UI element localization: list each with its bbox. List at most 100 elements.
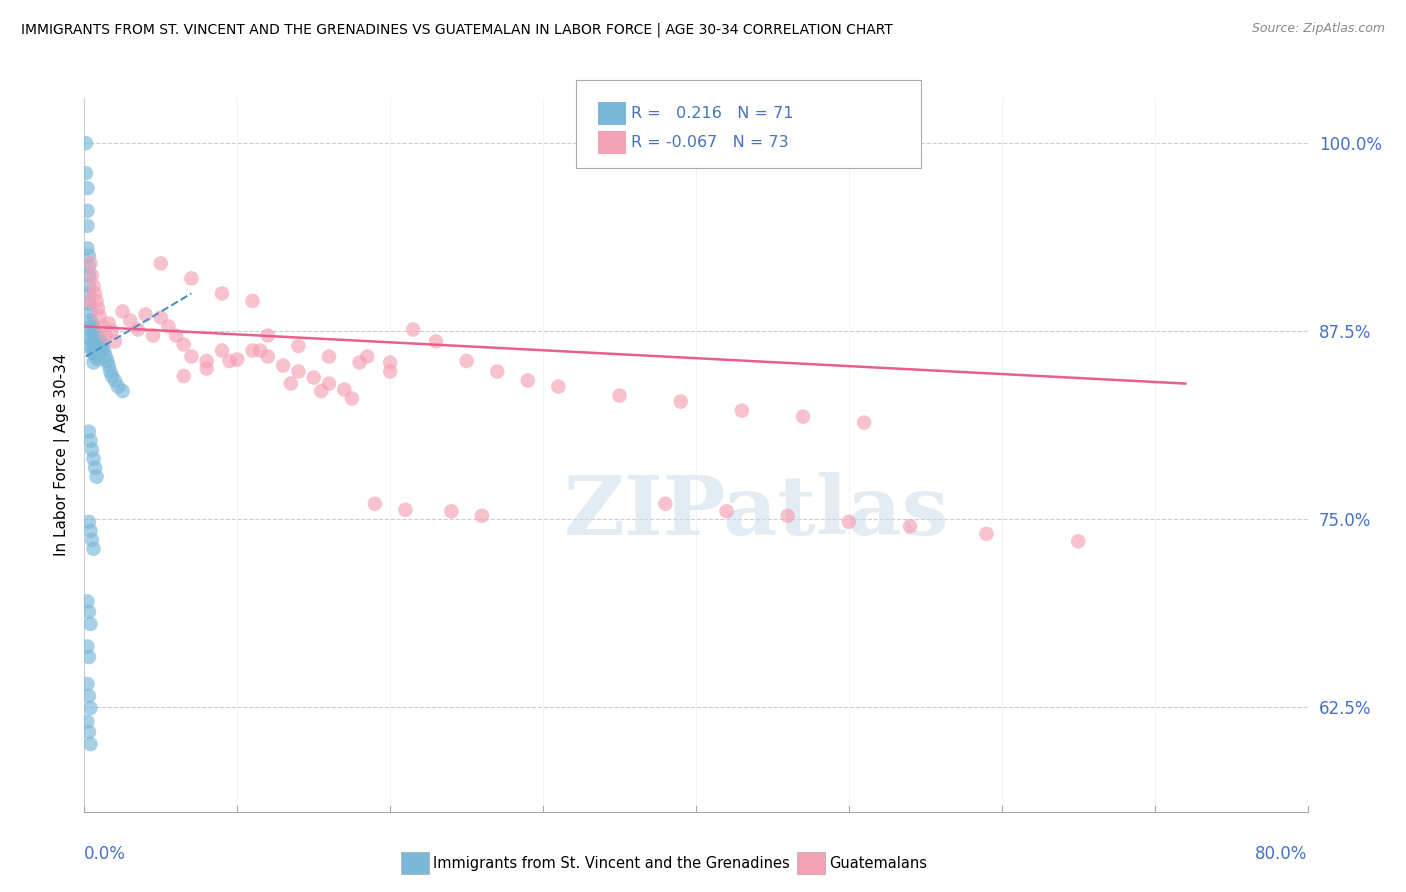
Point bbox=[76, 241, 98, 255]
Point bbox=[669, 394, 692, 409]
Point bbox=[80, 533, 103, 547]
Text: Immigrants from St. Vincent and the Grenadines: Immigrants from St. Vincent and the Gren… bbox=[433, 856, 790, 871]
Point bbox=[83, 355, 105, 369]
Point bbox=[211, 343, 233, 358]
Point bbox=[87, 343, 110, 358]
Point bbox=[976, 526, 998, 541]
Point bbox=[75, 166, 97, 180]
Point bbox=[90, 334, 112, 349]
Point bbox=[127, 322, 149, 336]
Point bbox=[83, 337, 105, 351]
Point bbox=[218, 354, 240, 368]
Point bbox=[271, 359, 294, 373]
Point bbox=[287, 339, 309, 353]
Point bbox=[486, 365, 509, 379]
Point bbox=[349, 355, 371, 369]
Point bbox=[195, 354, 218, 368]
Point bbox=[83, 451, 105, 466]
Point bbox=[101, 369, 124, 384]
Point bbox=[77, 268, 100, 283]
Point bbox=[440, 504, 463, 518]
Point bbox=[287, 365, 309, 379]
Point bbox=[302, 370, 325, 384]
Text: 0.0%: 0.0% bbox=[84, 845, 127, 863]
Point bbox=[333, 383, 356, 397]
Point bbox=[111, 304, 134, 318]
Point bbox=[80, 334, 103, 349]
Point bbox=[257, 350, 280, 364]
Point bbox=[380, 355, 402, 369]
Text: R = -0.067   N = 73: R = -0.067 N = 73 bbox=[631, 136, 789, 150]
Point bbox=[79, 339, 101, 353]
Point bbox=[165, 328, 187, 343]
Point bbox=[120, 313, 142, 327]
Point bbox=[76, 181, 98, 195]
Point bbox=[547, 379, 569, 393]
Point bbox=[195, 361, 218, 376]
Point bbox=[516, 374, 538, 388]
Point bbox=[104, 334, 127, 349]
Point bbox=[80, 326, 103, 340]
Point bbox=[90, 343, 112, 358]
Point bbox=[257, 328, 280, 343]
Point bbox=[87, 301, 110, 316]
Point bbox=[318, 376, 340, 391]
Point bbox=[853, 416, 876, 430]
Point bbox=[79, 701, 101, 715]
Point bbox=[77, 279, 100, 293]
Point bbox=[249, 343, 271, 358]
Point bbox=[425, 334, 447, 349]
Point bbox=[101, 324, 124, 338]
Point bbox=[77, 293, 100, 308]
Point bbox=[898, 519, 921, 533]
Point bbox=[80, 343, 103, 358]
Point bbox=[79, 313, 101, 327]
Point bbox=[87, 334, 110, 349]
Point bbox=[716, 504, 738, 518]
Point bbox=[380, 365, 402, 379]
Point bbox=[318, 350, 340, 364]
Point bbox=[94, 328, 117, 343]
Point bbox=[86, 328, 108, 343]
Point bbox=[80, 317, 103, 331]
Point bbox=[402, 322, 425, 336]
Point bbox=[77, 249, 100, 263]
Point bbox=[84, 331, 107, 345]
Point bbox=[86, 337, 108, 351]
Point bbox=[173, 369, 195, 384]
Point bbox=[83, 328, 105, 343]
Point bbox=[98, 365, 121, 379]
Point bbox=[364, 497, 387, 511]
Point bbox=[80, 442, 103, 457]
Point bbox=[91, 319, 114, 334]
Point bbox=[356, 350, 378, 364]
Point bbox=[83, 346, 105, 360]
Point bbox=[1067, 534, 1090, 549]
Point bbox=[180, 350, 202, 364]
Point bbox=[280, 376, 302, 391]
Point bbox=[76, 714, 98, 729]
Point bbox=[776, 508, 799, 523]
Point bbox=[211, 286, 233, 301]
Point bbox=[84, 286, 107, 301]
Point bbox=[311, 384, 333, 398]
Point bbox=[91, 339, 114, 353]
Point bbox=[96, 354, 118, 368]
Point bbox=[77, 260, 100, 274]
Text: 80.0%: 80.0% bbox=[1256, 845, 1308, 863]
Point bbox=[84, 341, 107, 355]
Point bbox=[76, 677, 98, 691]
Text: R =   0.216   N = 71: R = 0.216 N = 71 bbox=[631, 106, 794, 121]
Text: Source: ZipAtlas.com: Source: ZipAtlas.com bbox=[1251, 22, 1385, 36]
Point bbox=[93, 343, 115, 358]
Point bbox=[77, 689, 100, 703]
Point bbox=[77, 650, 100, 665]
Point bbox=[173, 337, 195, 351]
Point bbox=[180, 271, 202, 285]
Point bbox=[104, 374, 127, 388]
Point bbox=[89, 341, 111, 355]
Point bbox=[89, 309, 111, 323]
Point bbox=[838, 515, 860, 529]
Point bbox=[83, 541, 105, 556]
Point bbox=[83, 319, 105, 334]
